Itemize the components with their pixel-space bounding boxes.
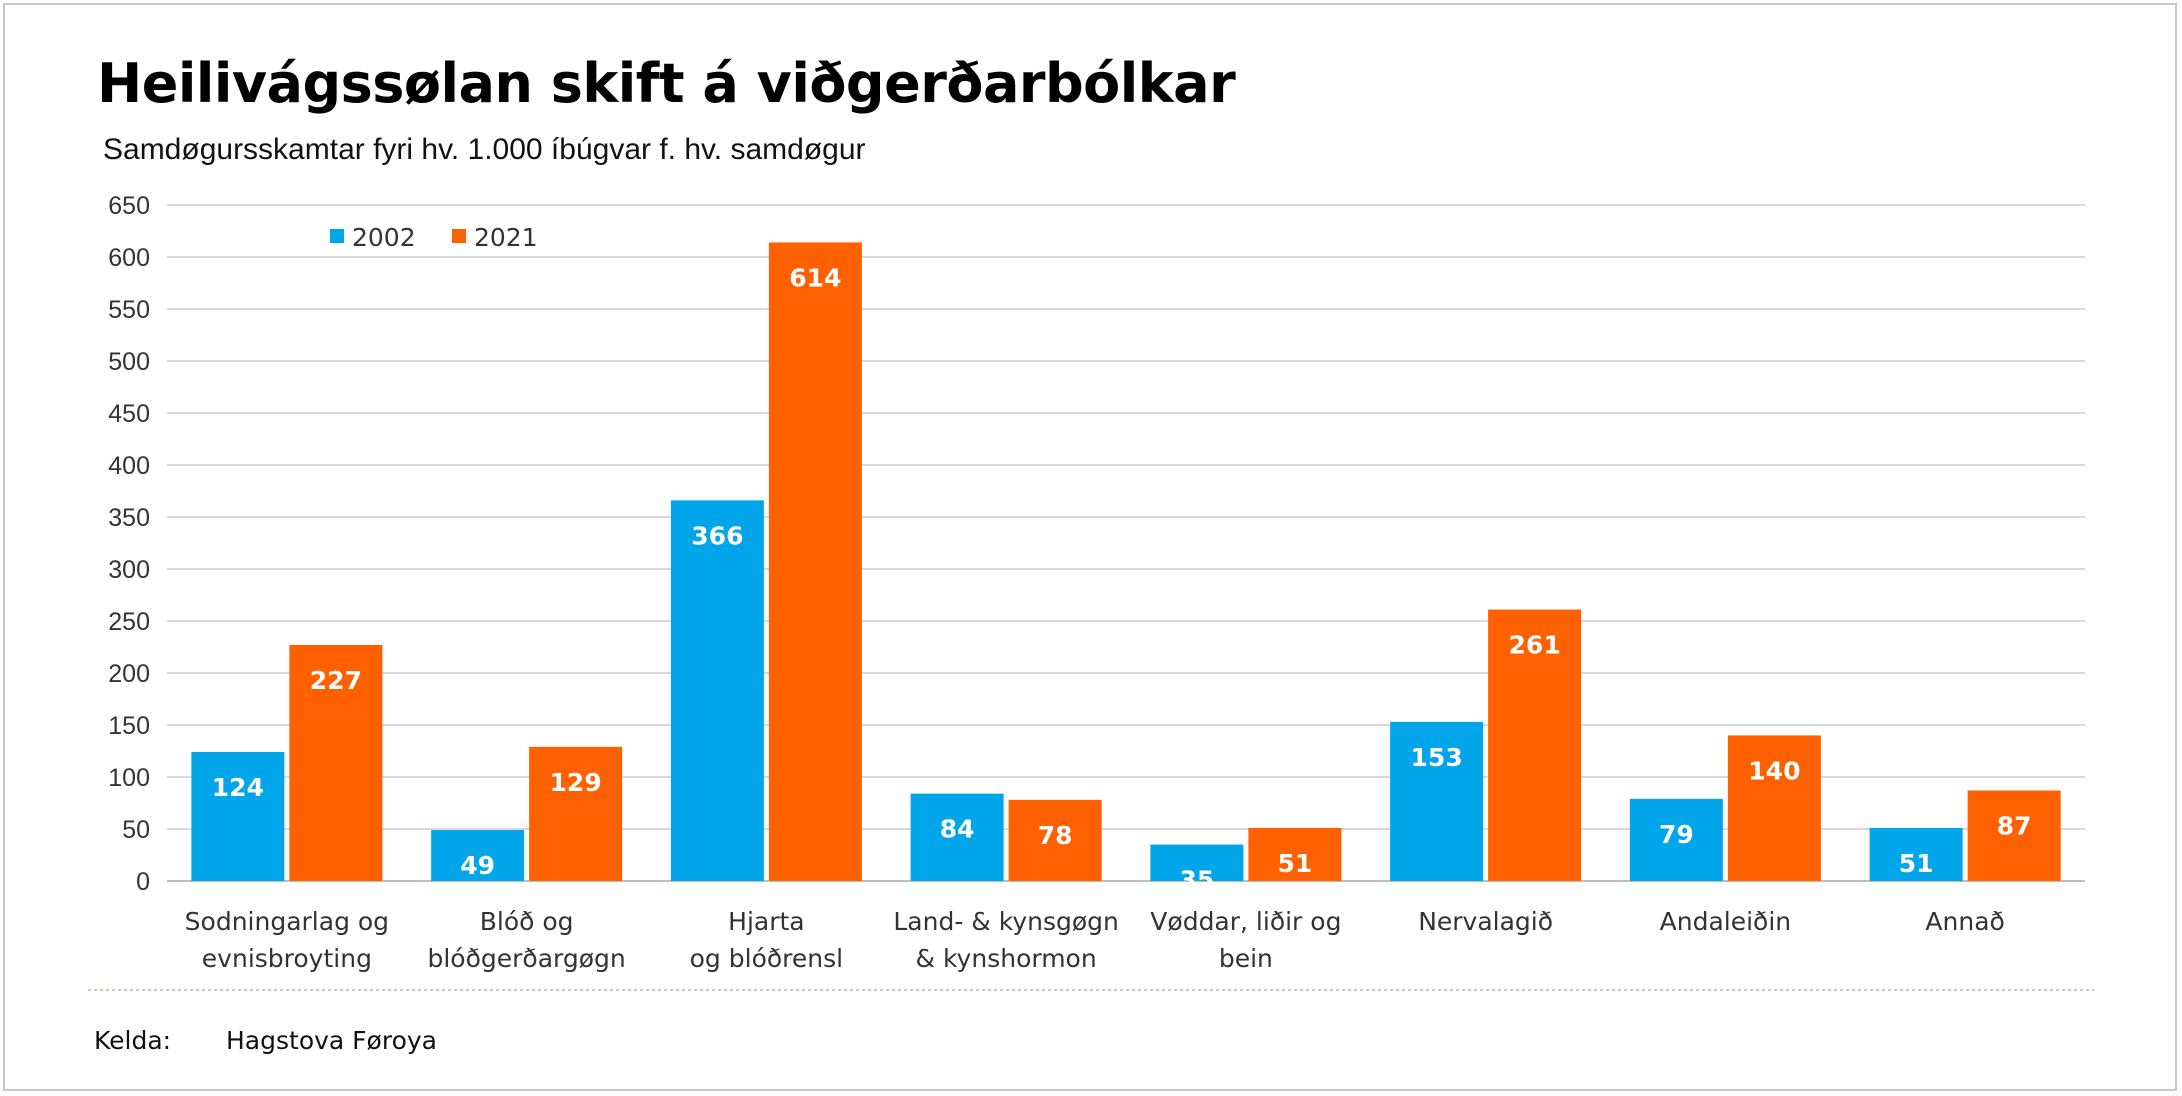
legend: 2002 2021 — [330, 223, 538, 252]
data-label-2021: 78 — [1038, 821, 1073, 850]
x-tick-label: Andaleiðin — [1660, 907, 1792, 936]
bar-2002 — [1869, 827, 1963, 881]
x-tick-label: Sodningarlag og — [185, 907, 389, 936]
data-label-2021: 140 — [1748, 756, 1800, 785]
x-tick-label: Vøddar, liðir og — [1150, 907, 1341, 936]
y-tick-label: 550 — [108, 296, 150, 324]
data-label-2021: 614 — [789, 263, 841, 292]
y-tick-label: 650 — [108, 192, 150, 220]
x-tick-label: bein — [1219, 944, 1273, 973]
bar-2021 — [1008, 799, 1102, 881]
legend-swatch-2002 — [330, 229, 344, 243]
bar-2002 — [431, 830, 525, 881]
data-label-2021: 87 — [1997, 812, 2032, 841]
x-tick-label: Hjarta — [728, 907, 804, 936]
data-label-2021: 261 — [1509, 631, 1561, 660]
y-tick-label: 350 — [108, 504, 150, 532]
bar-2021 — [1488, 609, 1582, 881]
chart-subtitle: Samdøgursskamtar fyri hv. 1.000 íbúgvar … — [103, 133, 866, 166]
legend-label-2002: 2002 — [352, 223, 416, 252]
y-tick-label: 500 — [108, 348, 150, 376]
data-labels: 124 227 49 129 366 614 84 78 35 51 153 261 79 140 51 87 — [212, 263, 2032, 894]
source-value: Hagstova Føroya — [226, 1026, 437, 1055]
chart-title: Heilivágssølan skift á viðgerðarbólkar — [97, 52, 1236, 115]
bar-2002 — [670, 500, 764, 881]
y-axis: 0 50 100 150 200 250 300 350 400 450 500 550 600 650 — [108, 192, 150, 896]
x-tick-label: blóðgerðargøgn — [427, 944, 625, 973]
bar-2021 — [529, 746, 623, 881]
x-tick-label: og blóðrensl — [690, 944, 843, 973]
data-label-2021: 227 — [310, 666, 362, 695]
bar-2021 — [1967, 790, 2061, 881]
y-tick-label: 250 — [108, 608, 150, 636]
data-label-2002: 49 — [460, 851, 495, 880]
y-tick-label: 200 — [108, 660, 150, 688]
bar-2021 — [1248, 827, 1342, 881]
bars — [191, 242, 2061, 881]
legend-swatch-2021 — [452, 229, 466, 243]
bar-2002 — [191, 752, 285, 881]
data-label-2002: 366 — [691, 521, 743, 550]
data-label-2002: 84 — [940, 815, 975, 844]
y-tick-label: 100 — [108, 764, 150, 792]
x-tick-label: evnisbroyting — [202, 944, 372, 973]
bar-2021 — [289, 644, 383, 881]
y-tick-label: 50 — [122, 816, 150, 844]
chart-frame — [3, 3, 2177, 1091]
data-label-2021: 129 — [550, 768, 602, 797]
x-tick-label: Land- & kynsgøgn — [893, 907, 1119, 936]
data-label-2002: 124 — [212, 773, 264, 802]
data-label-2002: 153 — [1411, 743, 1463, 772]
bar-2002 — [1150, 844, 1244, 881]
source-label: Kelda: — [94, 1026, 172, 1055]
y-tick-label: 300 — [108, 556, 150, 584]
data-label-2021: 51 — [1277, 849, 1312, 878]
bar-2002 — [910, 793, 1004, 881]
x-tick-label: Annað — [1925, 907, 2004, 936]
y-tick-label: 150 — [108, 712, 150, 740]
data-label-2002: 79 — [1659, 820, 1694, 849]
data-label-2002: 51 — [1899, 849, 1934, 878]
x-tick-label: Nervalagið — [1418, 907, 1553, 936]
bar-2021 — [1727, 735, 1821, 881]
bar-2002 — [1629, 798, 1723, 881]
x-tick-label: & kynshormon — [916, 944, 1097, 973]
y-tick-label: 450 — [108, 400, 150, 428]
x-tick-label: Blóð og — [480, 907, 574, 936]
y-tick-label: 0 — [136, 868, 150, 896]
x-axis: Sodningarlag og evnisbroyting Blóð og blóðg… — [185, 907, 2005, 973]
bar-2002 — [1390, 721, 1484, 881]
bar-2021 — [768, 242, 862, 881]
y-tick-label: 600 — [108, 244, 150, 272]
y-tick-label: 400 — [108, 452, 150, 480]
data-label-2002: 35 — [1179, 866, 1214, 895]
legend-label-2021: 2021 — [474, 223, 538, 252]
